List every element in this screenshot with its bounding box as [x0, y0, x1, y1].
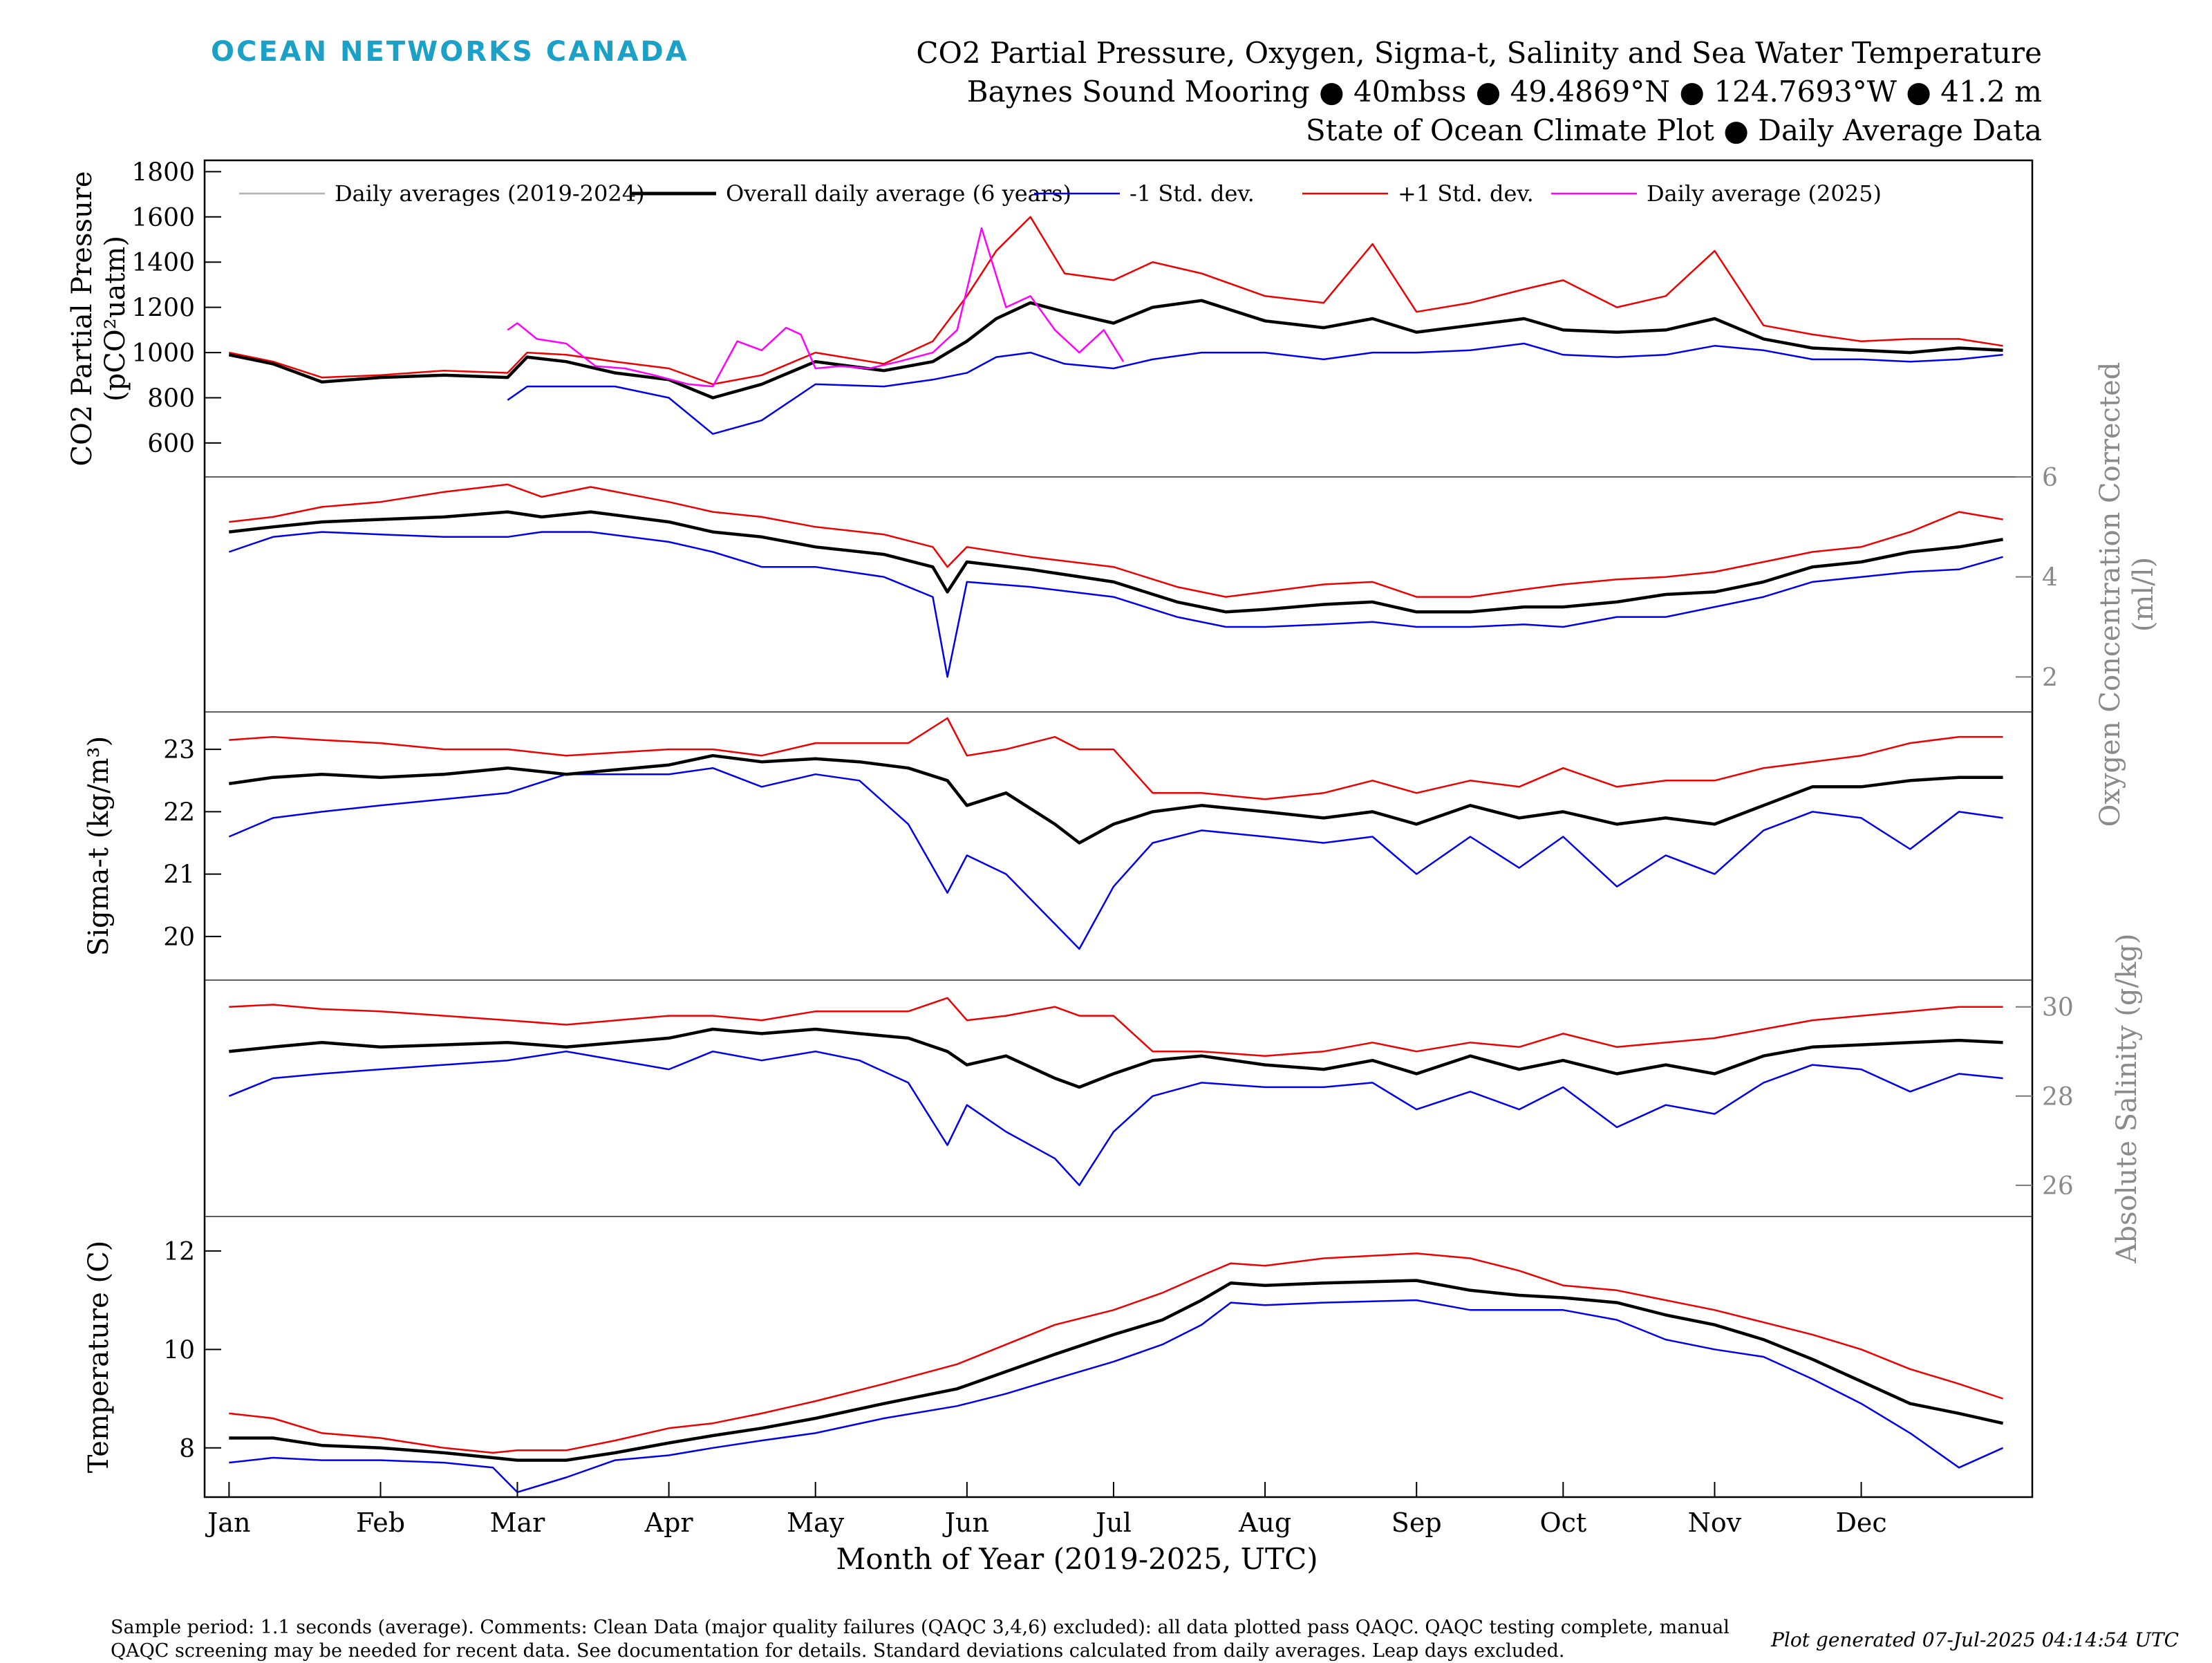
- y-axis-label: (ml/l): [2128, 557, 2159, 632]
- y-tick-label: 8: [179, 1435, 195, 1463]
- y-axis-label: Temperature (C): [83, 1241, 115, 1474]
- y-tick-label: 6: [2042, 464, 2058, 492]
- panel-co2: 600 800 1000 1200 1400 1600 1800 CO2 Partial Pr…: [66, 158, 2003, 467]
- overall-average-line: [229, 1027, 2003, 1089]
- x-tick-label: Dec: [1835, 1507, 1886, 1538]
- y-tick-label: 21: [163, 861, 195, 890]
- x-tick-label: Jan: [205, 1507, 250, 1538]
- y-tick-label: 26: [2042, 1172, 2074, 1201]
- plus-std-line: [229, 717, 2003, 800]
- y-tick-label: 20: [163, 923, 195, 952]
- y-axis-label: Sigma-t (kg/m³): [83, 736, 115, 956]
- x-tick-label: Aug: [1238, 1507, 1291, 1538]
- plus-std-line: [229, 997, 2003, 1057]
- minus-std-line: [228, 531, 2003, 678]
- minus-std-line: [229, 1299, 2004, 1494]
- panel-salinity: 26 28 30 Absolute Salinity (g/kg): [228, 933, 2143, 1264]
- daily-average-2025-line: [507, 227, 1125, 388]
- overall-average-line: [228, 299, 2003, 400]
- x-tick-label: Feb: [356, 1507, 405, 1538]
- y-tick-label: 2: [2042, 664, 2058, 692]
- y-tick-label: 12: [163, 1238, 195, 1266]
- y-tick-label: 1600: [131, 204, 195, 232]
- y-tick-label: 28: [2042, 1083, 2074, 1111]
- x-axis-label: Month of Year (2019-2025, UTC): [836, 1542, 1318, 1576]
- x-tick-label: Oct: [1539, 1507, 1586, 1538]
- y-tick-label: 600: [147, 430, 195, 458]
- chart-title-line-3: State of Ocean Climate Plot ● Daily Aver…: [1305, 113, 2042, 147]
- y-tick-label: 30: [2042, 994, 2074, 1022]
- overall-average-line: [228, 753, 2003, 845]
- minus-std-line: [228, 767, 2003, 950]
- chart-title-line-2: Baynes Sound Mooring ● 40mbss ● 49.4869°…: [966, 75, 2042, 109]
- plot-frame: [203, 159, 2034, 1498]
- panel-temperature: 8 10 12 Temperature (C): [83, 1238, 2004, 1494]
- legend-label: Overall daily average (6 years): [726, 180, 1071, 207]
- overall-average-line: [229, 510, 2003, 614]
- y-axis-label: Absolute Salinity (g/kg): [2111, 933, 2143, 1263]
- panel-oxygen: 2 4 6 Oxygen Concentration Corrected (ml/l): [228, 362, 2159, 827]
- legend: Daily averages (2019-2024) Overall daily …: [239, 180, 1882, 207]
- y-tick-label: 1400: [131, 249, 195, 277]
- y-tick-label: 10: [163, 1336, 195, 1364]
- y-tick-label: 22: [163, 798, 195, 827]
- y-tick-label: 1800: [131, 158, 195, 187]
- x-tick-label: Sep: [1391, 1507, 1442, 1538]
- plus-std-line: [229, 483, 2003, 598]
- x-tick-label: Apr: [644, 1507, 694, 1538]
- y-axis-label: (pCO²uatm): [100, 236, 131, 402]
- x-tick-label: Mar: [490, 1507, 546, 1538]
- y-axis-label: Oxygen Concentration Corrected: [2094, 362, 2126, 827]
- y-tick-label: 1200: [131, 294, 195, 323]
- footer-generated: Plot generated 07-Jul-2025 04:14:54 UTC: [1771, 1628, 2179, 1651]
- x-tick-label: Jun: [942, 1507, 989, 1538]
- legend-label: Daily averages (2019-2024): [335, 180, 645, 207]
- y-tick-label: 1000: [131, 339, 195, 368]
- y-tick-label: 23: [163, 736, 195, 764]
- minus-std-line: [228, 1050, 2003, 1187]
- y-tick-label: 800: [147, 385, 195, 413]
- y-tick-label: 4: [2042, 564, 2058, 592]
- footer-note: Sample period: 1.1 seconds (average). Co…: [111, 1617, 1730, 1662]
- legend-label: Daily average (2025): [1647, 180, 1882, 207]
- panel-sigma_t: 20 21 22 23 Sigma-t (kg/m³): [83, 717, 2003, 956]
- plus-std-line: [229, 216, 2003, 386]
- chart-title-line-1: CO2 Partial Pressure, Oxygen, Sigma-t, S…: [916, 36, 2042, 70]
- y-axis-label: CO2 Partial Pressure: [66, 171, 98, 466]
- plus-std-line: [229, 1252, 2003, 1454]
- brand-logo: OCEAN NETWORKS CANADA: [211, 36, 689, 68]
- x-axis: Jan Feb Mar Apr May Jun Jul Aug Sep Oct Nov Dec Mont…: [205, 1482, 1887, 1576]
- overall-average-line: [229, 1279, 2004, 1462]
- legend-label: -1 Std. dev.: [1130, 180, 1255, 207]
- x-tick-label: Nov: [1688, 1507, 1742, 1538]
- x-tick-label: Jul: [1093, 1507, 1132, 1538]
- x-tick-label: May: [787, 1507, 845, 1538]
- legend-label: +1 Std. dev.: [1398, 180, 1534, 207]
- minus-std-line: [507, 342, 2003, 435]
